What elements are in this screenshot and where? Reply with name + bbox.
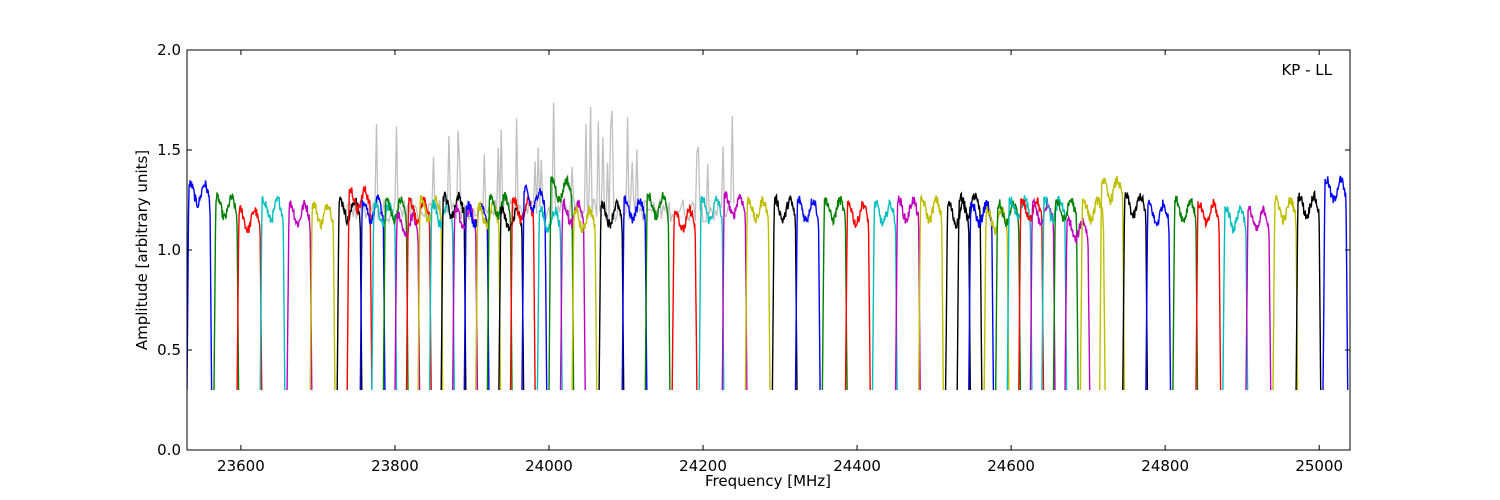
series-line-18 — [475, 200, 502, 391]
series-line-10 — [382, 196, 409, 391]
background-spectrum — [340, 102, 735, 225]
series-line-1 — [213, 191, 240, 391]
series-line-53 — [1099, 176, 1125, 391]
series-line-42 — [956, 191, 983, 391]
series-line-36 — [821, 195, 848, 391]
x-tick-label: 24600 — [987, 457, 1035, 475]
y-tick-label: 2.0 — [157, 41, 181, 59]
series-line-22 — [521, 184, 548, 391]
series-line-31 — [698, 194, 725, 391]
series-line-17 — [463, 201, 490, 391]
y-tick-label: 1.5 — [157, 141, 181, 159]
series-line-0 — [187, 180, 213, 391]
series-line-24 — [548, 174, 575, 391]
series-line-27 — [598, 198, 625, 391]
series-line-37 — [844, 199, 871, 391]
series-line-6 — [336, 196, 363, 391]
y-tick-label: 0.5 — [157, 341, 181, 359]
x-tick-label: 23800 — [371, 457, 419, 475]
series-line-4 — [286, 200, 313, 391]
series-line-56 — [1172, 195, 1199, 391]
x-tick-label: 25000 — [1295, 457, 1343, 475]
series-line-7 — [346, 185, 373, 391]
series-line-3 — [259, 195, 286, 391]
series-line-46 — [1006, 194, 1033, 391]
series-line-48 — [1029, 197, 1056, 391]
series-line-38 — [871, 199, 898, 391]
x-axis-label: Frequency [MHz] — [705, 472, 831, 490]
series-line-9 — [371, 199, 398, 391]
series-line-19 — [486, 191, 513, 391]
x-axis: 23600 23800 24000 24200 24400 24600 24800 25000 — [217, 50, 1343, 475]
series-line-29 — [644, 192, 671, 391]
series-line-55 — [1145, 199, 1172, 391]
series-line-43 — [968, 200, 995, 391]
series-line-51 — [1064, 214, 1091, 391]
series-line-33 — [744, 196, 771, 391]
series-line-61 — [1295, 189, 1322, 391]
x-tick-label: 24400 — [833, 457, 881, 475]
series-line-35 — [794, 195, 821, 391]
series-line-54 — [1122, 192, 1149, 391]
series-line-40 — [918, 193, 944, 391]
series-line-30 — [671, 203, 698, 391]
series-line-12 — [405, 196, 432, 391]
series-line-49 — [1041, 195, 1068, 391]
series-line-62 — [1322, 175, 1349, 391]
series-line-34 — [771, 192, 798, 391]
series-layer — [187, 174, 1349, 391]
y-axis-label: Amplitude [arbitrary units] — [133, 150, 151, 350]
x-tick-label: 24200 — [679, 457, 727, 475]
y-tick-label: 1.0 — [157, 241, 181, 259]
x-tick-label: 23600 — [217, 457, 265, 475]
plot-annotation: KP - LL — [1281, 61, 1332, 79]
background-spectrum-line — [340, 102, 735, 225]
series-line-60 — [1272, 195, 1299, 391]
series-line-26 — [571, 204, 598, 391]
series-line-28 — [621, 195, 648, 391]
series-line-45 — [995, 199, 1022, 391]
x-tick-label: 24800 — [1141, 457, 1189, 475]
series-line-15 — [440, 191, 467, 391]
series-line-50 — [1052, 197, 1079, 391]
series-line-59 — [1245, 205, 1272, 391]
series-line-39 — [894, 195, 921, 391]
y-tick-label: 0.0 — [157, 441, 181, 459]
y-axis: 0.0 0.5 1.0 1.5 2.0 — [157, 41, 1350, 459]
series-line-32 — [721, 191, 748, 391]
series-line-2 — [236, 204, 263, 391]
series-line-25 — [559, 197, 586, 391]
series-line-8 — [359, 194, 386, 391]
series-line-58 — [1222, 205, 1249, 391]
series-line-5 — [309, 201, 336, 391]
series-line-47 — [1018, 197, 1045, 391]
x-tick-label: 24000 — [525, 457, 573, 475]
series-line-13 — [417, 195, 444, 391]
series-line-57 — [1195, 199, 1222, 391]
